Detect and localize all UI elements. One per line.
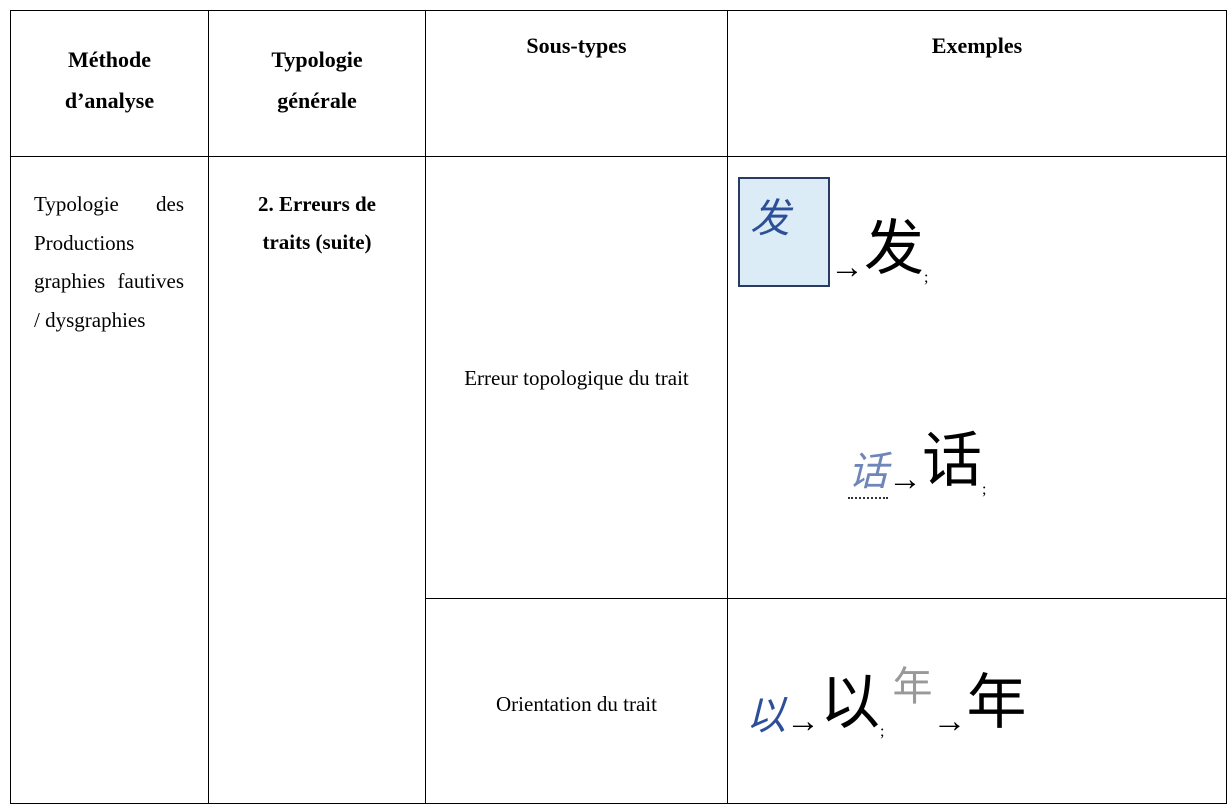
typology-text: traits (suite) [262,230,372,254]
handwritten: 发 [738,177,830,287]
arrow: → [830,249,864,286]
arrow: → [932,703,967,740]
header-text: générale [277,88,357,113]
subtype-cell: Orientation du trait [425,598,728,804]
correct-char: 年 [966,668,1027,738]
example: 发 → 发 ; [738,177,928,287]
header-cell: Méthode d’analyse [10,10,209,157]
row: Typologie des Productions graphies fauti… [10,156,1227,804]
header-cell: Typologie générale [208,10,426,157]
header-text: Typologie [271,47,363,72]
row: Orientation du trait 以 → 以 ; 年 → 年 [11,598,1227,804]
arrow: → [888,461,922,498]
handwritten: 年 [892,664,933,710]
separator: ; [880,723,885,740]
example: 以 → 以 ; 年 → 年 [746,654,1026,741]
examples-cell: 发 → 发 ; 话 → 话 ; [727,156,1227,599]
arrow: → [786,703,820,740]
subtype-cell: Erreur topologique du trait [425,156,728,599]
typology-cell: 2. Erreurs de traits (suite) [208,156,426,804]
header-text: Méthode [67,47,152,72]
header-row: Méthode d’analyse Typologie générale Sous-… [10,10,1227,157]
header-cell: Sous-types [425,10,728,157]
typology-table: Méthode d’analyse Typologie générale Sous-… [10,10,1227,804]
examples-cell: 以 → 以 ; 年 → 年 [727,598,1227,804]
method-cell: Typologie des Productions graphies fauti… [10,156,209,804]
example: 话 → 话 ; [848,412,986,499]
correct-char: 以 [820,668,880,738]
header-text: Exemples [931,33,1023,58]
header-cell: Exemples [727,10,1227,157]
method-text: Typologie des Productions graphies fauti… [34,192,184,332]
header-text: Sous-types [526,33,627,58]
handwritten: 以 [746,693,786,739]
correct-char: 发 [864,214,924,284]
separator: ; [924,269,929,286]
handwritten: 话 [848,439,888,499]
correct-char: 话 [922,426,982,496]
typology-text: 2. Erreurs de [257,192,376,216]
separator: ; [982,481,987,498]
header-text: d’analyse [64,88,155,113]
